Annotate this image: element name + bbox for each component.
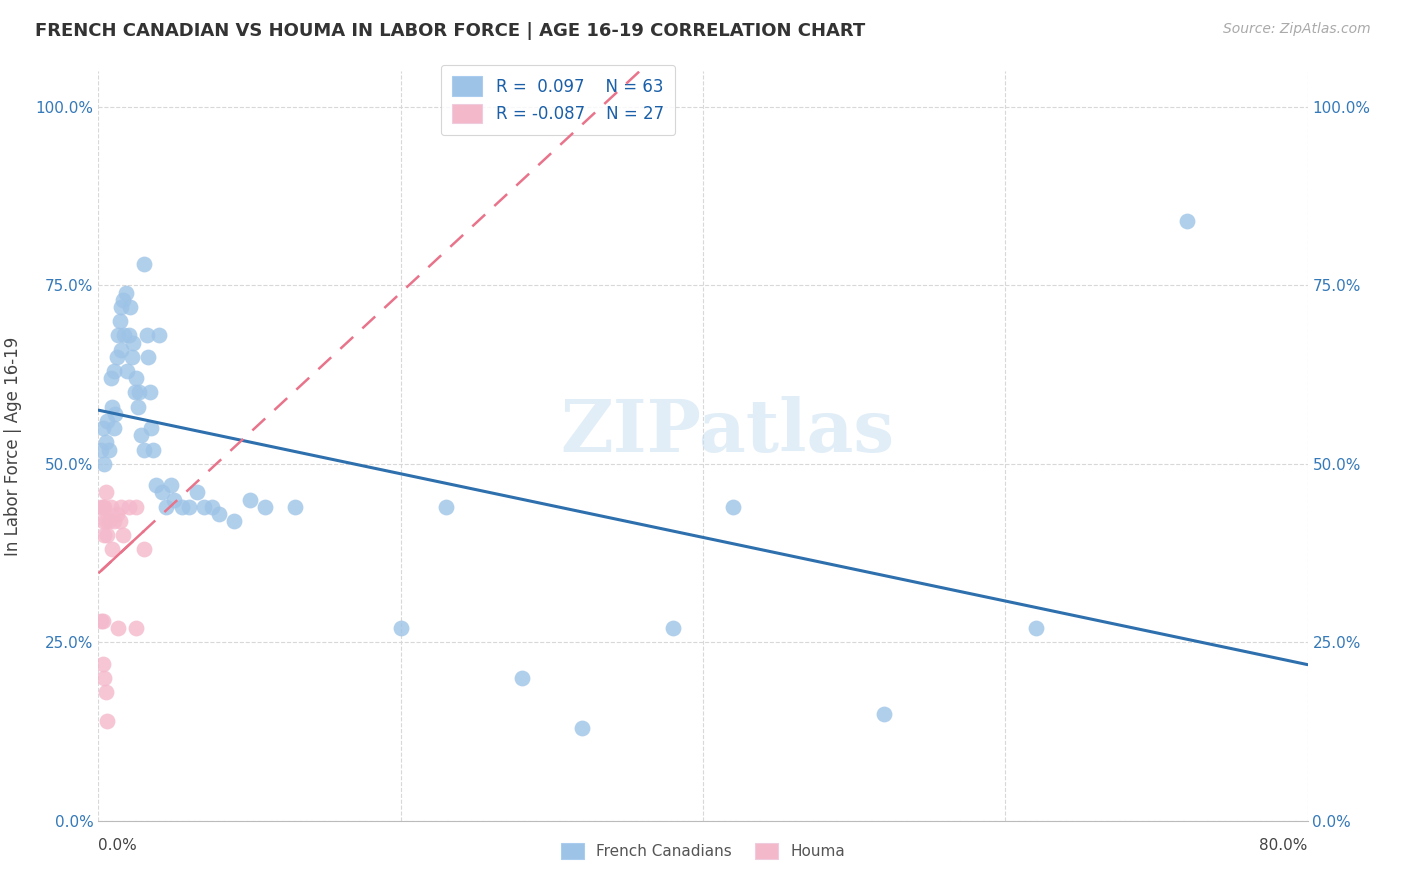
Point [108, 314, 131, 328]
Point [122, 335, 145, 350]
Point [110, 500, 132, 514]
Point [132, 442, 155, 457]
Point [1024, 621, 1046, 635]
Point [139, 385, 162, 400]
Point [114, 285, 136, 300]
Point [94, 435, 117, 450]
Point [91, 657, 114, 671]
Point [129, 428, 152, 442]
Point [284, 500, 307, 514]
Point [208, 507, 231, 521]
Point [142, 442, 165, 457]
Text: ZIPatlas: ZIPatlas [560, 395, 894, 467]
Point [148, 328, 170, 343]
Point [91, 421, 114, 435]
Point [201, 500, 224, 514]
Text: 0.0%: 0.0% [98, 838, 138, 854]
Point [145, 478, 167, 492]
Point [107, 328, 129, 343]
Point [96, 414, 118, 428]
Point [101, 400, 124, 414]
Point [434, 500, 457, 514]
Point [103, 364, 125, 378]
Point [96, 714, 118, 728]
Point [90, 614, 112, 628]
Point [104, 407, 127, 421]
Text: 80.0%: 80.0% [1260, 838, 1308, 854]
Point [193, 500, 215, 514]
Point [94, 485, 117, 500]
Text: FRENCH CANADIAN VS HOUMA IN LABOR FORCE | AGE 16-19 CORRELATION CHART: FRENCH CANADIAN VS HOUMA IN LABOR FORCE … [35, 22, 866, 40]
Point [510, 671, 533, 685]
Point [132, 257, 155, 271]
Point [112, 328, 135, 343]
Point [91, 614, 114, 628]
Point [118, 328, 141, 343]
Point [389, 621, 412, 635]
Point [141, 421, 163, 435]
Point [239, 492, 262, 507]
Point [105, 350, 128, 364]
Point [163, 492, 186, 507]
Point [661, 621, 683, 635]
Point [94, 514, 117, 528]
Point [224, 514, 246, 528]
Point [110, 343, 132, 357]
Point [170, 500, 193, 514]
Point [98, 514, 121, 528]
Point [101, 542, 124, 557]
Point [179, 500, 201, 514]
Point [105, 507, 128, 521]
Point [124, 385, 146, 400]
Point [93, 457, 115, 471]
Point [93, 528, 115, 542]
Point [90, 442, 112, 457]
Point [110, 300, 132, 314]
Point [135, 328, 157, 343]
Point [91, 500, 114, 514]
Point [96, 528, 118, 542]
Point [125, 621, 148, 635]
Point [93, 671, 115, 685]
Text: Source: ZipAtlas.com: Source: ZipAtlas.com [1223, 22, 1371, 37]
Point [253, 500, 276, 514]
Point [150, 485, 173, 500]
Point [98, 442, 121, 457]
Point [155, 500, 177, 514]
Point [107, 621, 129, 635]
Point [1175, 214, 1198, 228]
Point [127, 400, 149, 414]
Y-axis label: In Labor Force | Age 16-19: In Labor Force | Age 16-19 [4, 336, 21, 556]
Point [103, 421, 125, 435]
Point [94, 685, 117, 699]
Point [136, 350, 159, 364]
Point [91, 514, 114, 528]
Point [186, 485, 208, 500]
Point [100, 500, 122, 514]
Point [128, 385, 150, 400]
Point [111, 293, 134, 307]
Point [115, 364, 138, 378]
Point [571, 721, 593, 735]
Point [118, 500, 141, 514]
Point [121, 350, 143, 364]
Point [111, 528, 134, 542]
Point [873, 706, 896, 721]
Point [100, 371, 122, 385]
Point [723, 500, 745, 514]
Point [103, 514, 125, 528]
Point [90, 500, 112, 514]
Point [93, 500, 115, 514]
Point [125, 500, 148, 514]
Point [160, 478, 183, 492]
Legend: French Canadians, Houma: French Canadians, Houma [555, 838, 851, 865]
Point [120, 300, 142, 314]
Point [132, 542, 155, 557]
Point [125, 371, 148, 385]
Point [108, 514, 131, 528]
